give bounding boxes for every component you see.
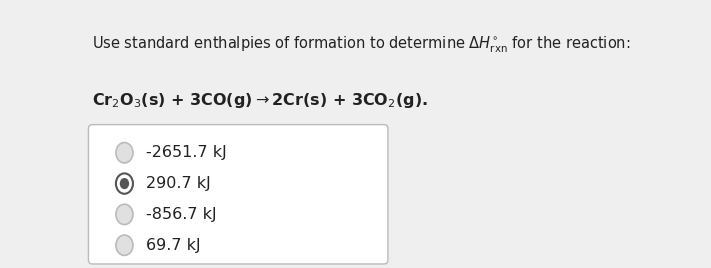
Text: 290.7 kJ: 290.7 kJ [146,176,210,191]
Text: Use standard enthalpies of formation to determine $\Delta H^{\circ}_{\mathrm{rxn: Use standard enthalpies of formation to … [92,35,631,55]
Ellipse shape [116,235,133,255]
Text: -2651.7 kJ: -2651.7 kJ [146,145,227,160]
Ellipse shape [116,143,133,163]
Text: -856.7 kJ: -856.7 kJ [146,207,216,222]
Ellipse shape [116,204,133,225]
Ellipse shape [119,178,129,189]
Text: Cr$_2$O$_3$(s) + 3CO(g)$\rightarrow$2Cr(s) + 3CO$_2$(g).: Cr$_2$O$_3$(s) + 3CO(g)$\rightarrow$2Cr(… [92,91,428,110]
Ellipse shape [116,173,133,194]
Text: 69.7 kJ: 69.7 kJ [146,238,201,253]
FancyBboxPatch shape [88,125,388,264]
